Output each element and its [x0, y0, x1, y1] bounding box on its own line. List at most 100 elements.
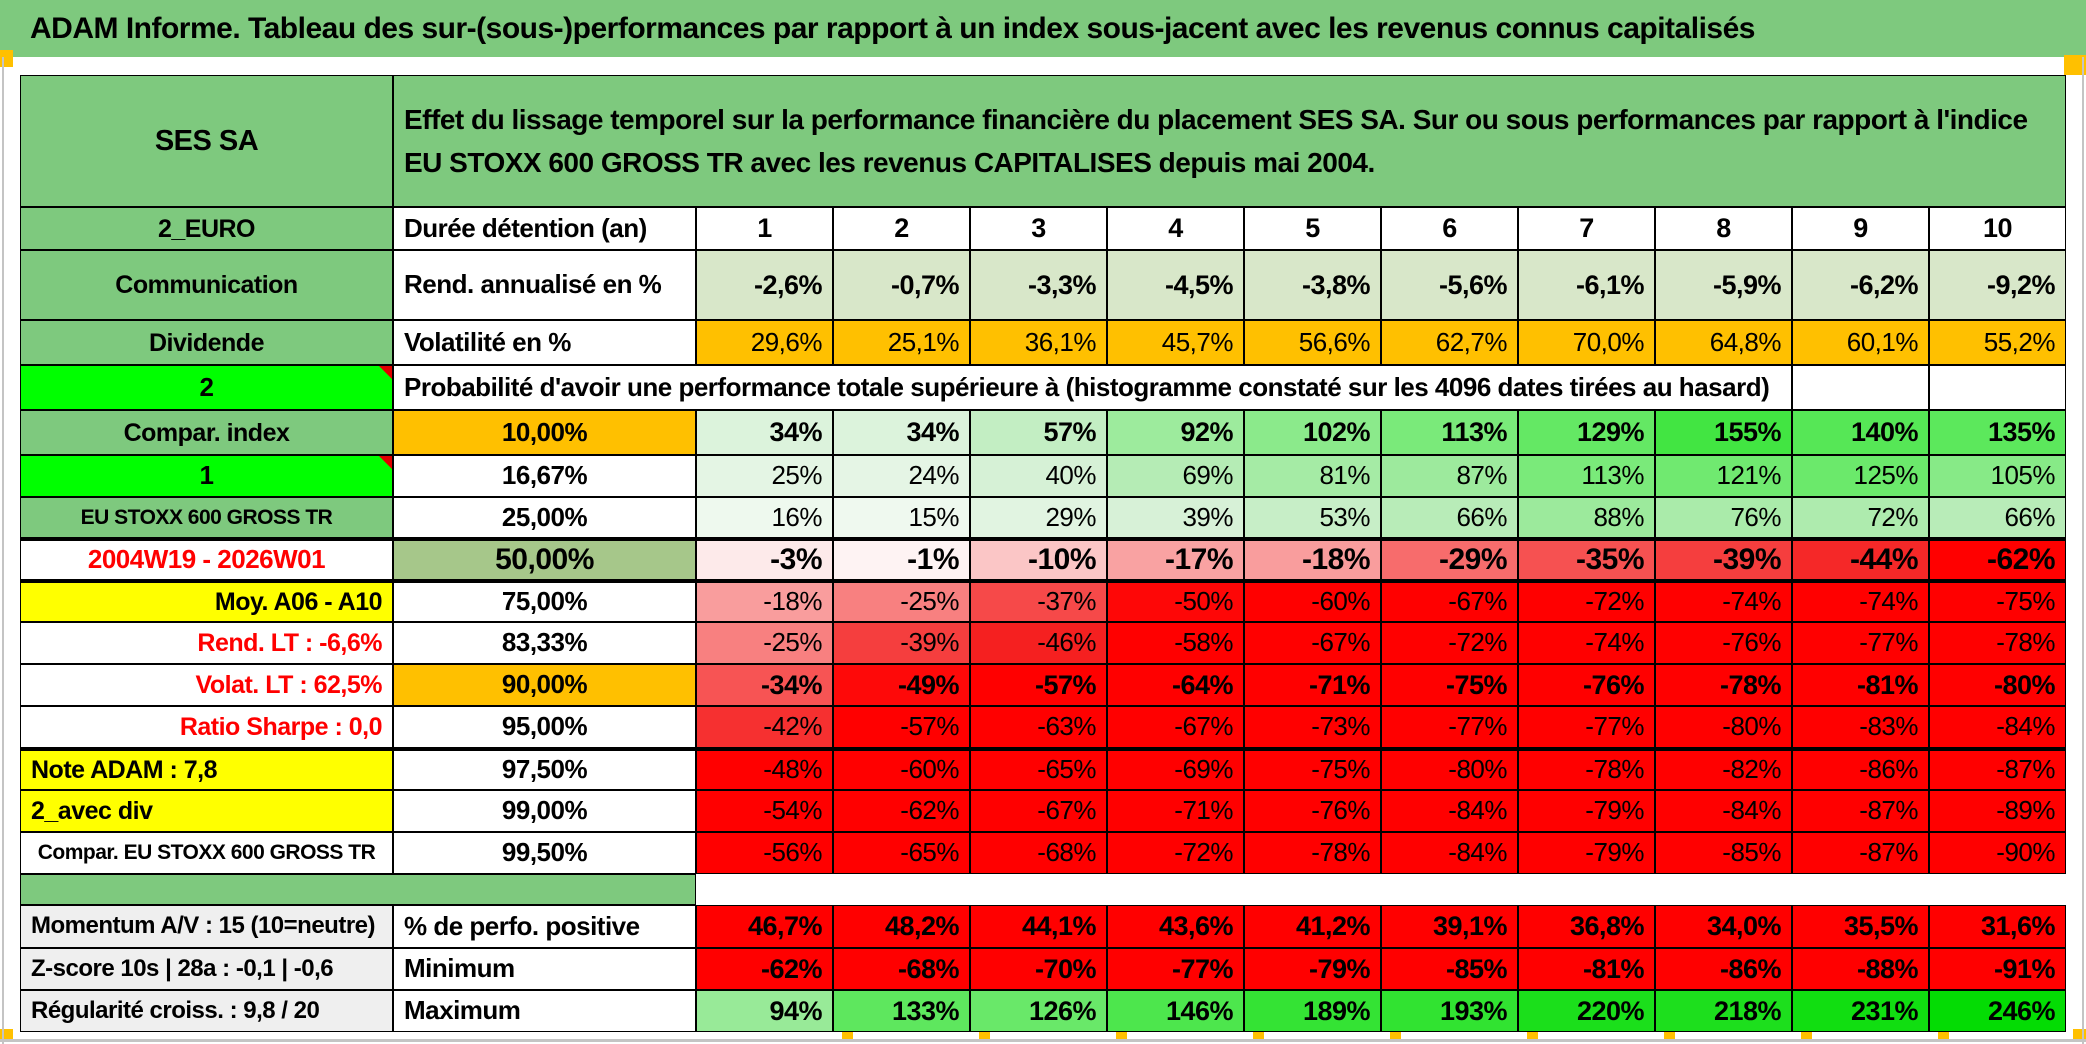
value-p99-y5[interactable]: -76% [1244, 790, 1381, 832]
metric-83-33[interactable]: 83,33% [393, 622, 696, 664]
value-p97-5-y1[interactable]: -48% [696, 748, 833, 790]
value-p99-5-y1[interactable]: -56% [696, 832, 833, 874]
value-p83-33-y7[interactable]: -74% [1518, 622, 1655, 664]
value-p50-y9[interactable]: -44% [1792, 538, 1929, 580]
value-p90-y2[interactable]: -49% [833, 664, 970, 706]
value-p16-67-y8[interactable]: 121% [1655, 455, 1792, 497]
value-p10-y5[interactable]: 102% [1244, 410, 1381, 455]
value-p90-y3[interactable]: -57% [970, 664, 1107, 706]
value-p10-y3[interactable]: 57% [970, 410, 1107, 455]
value-minimum-y3[interactable]: -70% [970, 948, 1107, 990]
value-minimum-y9[interactable]: -88% [1792, 948, 1929, 990]
value-p50-y7[interactable]: -35% [1518, 538, 1655, 580]
value-p99-y1[interactable]: -54% [696, 790, 833, 832]
value-p50-y8[interactable]: -39% [1655, 538, 1792, 580]
value-p99-5-y6[interactable]: -84% [1381, 832, 1518, 874]
value-p99-5-y10[interactable]: -90% [1929, 832, 2066, 874]
value-rend-annualise-y10[interactable]: -9,2% [1929, 250, 2066, 320]
value-p97-5-y2[interactable]: -60% [833, 748, 970, 790]
value-p83-33-y5[interactable]: -67% [1244, 622, 1381, 664]
value-duree-detention-y7[interactable]: 7 [1518, 207, 1655, 250]
value-volatilite-y4[interactable]: 45,7% [1107, 320, 1244, 365]
label-rend-lt-6-6[interactable]: Rend. LT : -6,6% [20, 622, 393, 664]
value-p99-y4[interactable]: -71% [1107, 790, 1244, 832]
value-p10-y6[interactable]: 113% [1381, 410, 1518, 455]
metric-99-50[interactable]: 99,50% [393, 832, 696, 874]
value-maximum-y6[interactable]: 193% [1381, 990, 1518, 1032]
value-minimum-y10[interactable]: -91% [1929, 948, 2066, 990]
value-maximum-y1[interactable]: 94% [696, 990, 833, 1032]
value-maximum-y10[interactable]: 246% [1929, 990, 2066, 1032]
value-duree-detention-y10[interactable]: 10 [1929, 207, 2066, 250]
value-p97-5-y4[interactable]: -69% [1107, 748, 1244, 790]
value-duree-detention-y9[interactable]: 9 [1792, 207, 1929, 250]
value-p95-y10[interactable]: -84% [1929, 706, 2066, 748]
value-p75-y5[interactable]: -60% [1244, 580, 1381, 622]
value-rend-annualise-y9[interactable]: -6,2% [1792, 250, 1929, 320]
metric-97-50[interactable]: 97,50% [393, 748, 696, 790]
value-p99-y10[interactable]: -89% [1929, 790, 2066, 832]
value-p25-y10[interactable]: 66% [1929, 497, 2066, 538]
value-p99-y6[interactable]: -84% [1381, 790, 1518, 832]
value-maximum-y8[interactable]: 218% [1655, 990, 1792, 1032]
value-perfo-positive-y5[interactable]: 41,2% [1244, 905, 1381, 948]
value-volatilite-y9[interactable]: 60,1% [1792, 320, 1929, 365]
metric-99-00[interactable]: 99,00% [393, 790, 696, 832]
value-p16-67-y3[interactable]: 40% [970, 455, 1107, 497]
value-p83-33-y9[interactable]: -77% [1792, 622, 1929, 664]
proba-header-empty-col10[interactable] [1929, 365, 2066, 410]
label-2-avec-div[interactable]: 2_avec div [20, 790, 393, 832]
value-p95-y7[interactable]: -77% [1518, 706, 1655, 748]
value-p90-y7[interactable]: -76% [1518, 664, 1655, 706]
value-p75-y2[interactable]: -25% [833, 580, 970, 622]
value-volatilite-y7[interactable]: 70,0% [1518, 320, 1655, 365]
value-p75-y7[interactable]: -72% [1518, 580, 1655, 622]
value-volatilite-y6[interactable]: 62,7% [1381, 320, 1518, 365]
value-perfo-positive-y9[interactable]: 35,5% [1792, 905, 1929, 948]
value-p99-5-y9[interactable]: -87% [1792, 832, 1929, 874]
label-momentum-a-v-15-10-neutre[interactable]: Momentum A/V : 15 (10=neutre) [20, 905, 393, 948]
label-note-adam-7-8[interactable]: Note ADAM : 7,8 [20, 748, 393, 790]
label-compar-index[interactable]: Compar. index [20, 410, 393, 455]
value-p99-y9[interactable]: -87% [1792, 790, 1929, 832]
value-p10-y2[interactable]: 34% [833, 410, 970, 455]
value-duree-detention-y6[interactable]: 6 [1381, 207, 1518, 250]
value-p10-y7[interactable]: 129% [1518, 410, 1655, 455]
value-p90-y5[interactable]: -71% [1244, 664, 1381, 706]
value-rend-annualise-y7[interactable]: -6,1% [1518, 250, 1655, 320]
value-minimum-y8[interactable]: -86% [1655, 948, 1792, 990]
value-p75-y8[interactable]: -74% [1655, 580, 1792, 622]
value-volatilite-y5[interactable]: 56,6% [1244, 320, 1381, 365]
value-maximum-y7[interactable]: 220% [1518, 990, 1655, 1032]
value-p83-33-y1[interactable]: -25% [696, 622, 833, 664]
metric-75-00[interactable]: 75,00% [393, 580, 696, 622]
probability-header-cell[interactable]: Probabilité d'avoir une performance tota… [393, 365, 1792, 410]
value-p95-y9[interactable]: -83% [1792, 706, 1929, 748]
value-duree-detention-y4[interactable]: 4 [1107, 207, 1244, 250]
value-p90-y9[interactable]: -81% [1792, 664, 1929, 706]
value-p10-y10[interactable]: 135% [1929, 410, 2066, 455]
metric-25-00[interactable]: 25,00% [393, 497, 696, 538]
value-minimum-y7[interactable]: -81% [1518, 948, 1655, 990]
value-p50-y5[interactable]: -18% [1244, 538, 1381, 580]
value-p99-5-y5[interactable]: -78% [1244, 832, 1381, 874]
label-eu-stoxx-600-gross-tr[interactable]: EU STOXX 600 GROSS TR [20, 497, 393, 538]
value-minimum-y4[interactable]: -77% [1107, 948, 1244, 990]
value-rend-annualise-y6[interactable]: -5,6% [1381, 250, 1518, 320]
value-p97-5-y10[interactable]: -87% [1929, 748, 2066, 790]
value-maximum-y9[interactable]: 231% [1792, 990, 1929, 1032]
value-p95-y1[interactable]: -42% [696, 706, 833, 748]
metric-90-00[interactable]: 90,00% [393, 664, 696, 706]
separator-band[interactable] [20, 874, 696, 905]
metric-95-00[interactable]: 95,00% [393, 706, 696, 748]
value-perfo-positive-y3[interactable]: 44,1% [970, 905, 1107, 948]
value-p97-5-y9[interactable]: -86% [1792, 748, 1929, 790]
value-p25-y8[interactable]: 76% [1655, 497, 1792, 538]
value-p95-y8[interactable]: -80% [1655, 706, 1792, 748]
value-p16-67-y6[interactable]: 87% [1381, 455, 1518, 497]
value-perfo-positive-y6[interactable]: 39,1% [1381, 905, 1518, 948]
value-p50-y3[interactable]: -10% [970, 538, 1107, 580]
value-volatilite-y3[interactable]: 36,1% [970, 320, 1107, 365]
value-p99-y8[interactable]: -84% [1655, 790, 1792, 832]
value-p99-5-y3[interactable]: -68% [970, 832, 1107, 874]
